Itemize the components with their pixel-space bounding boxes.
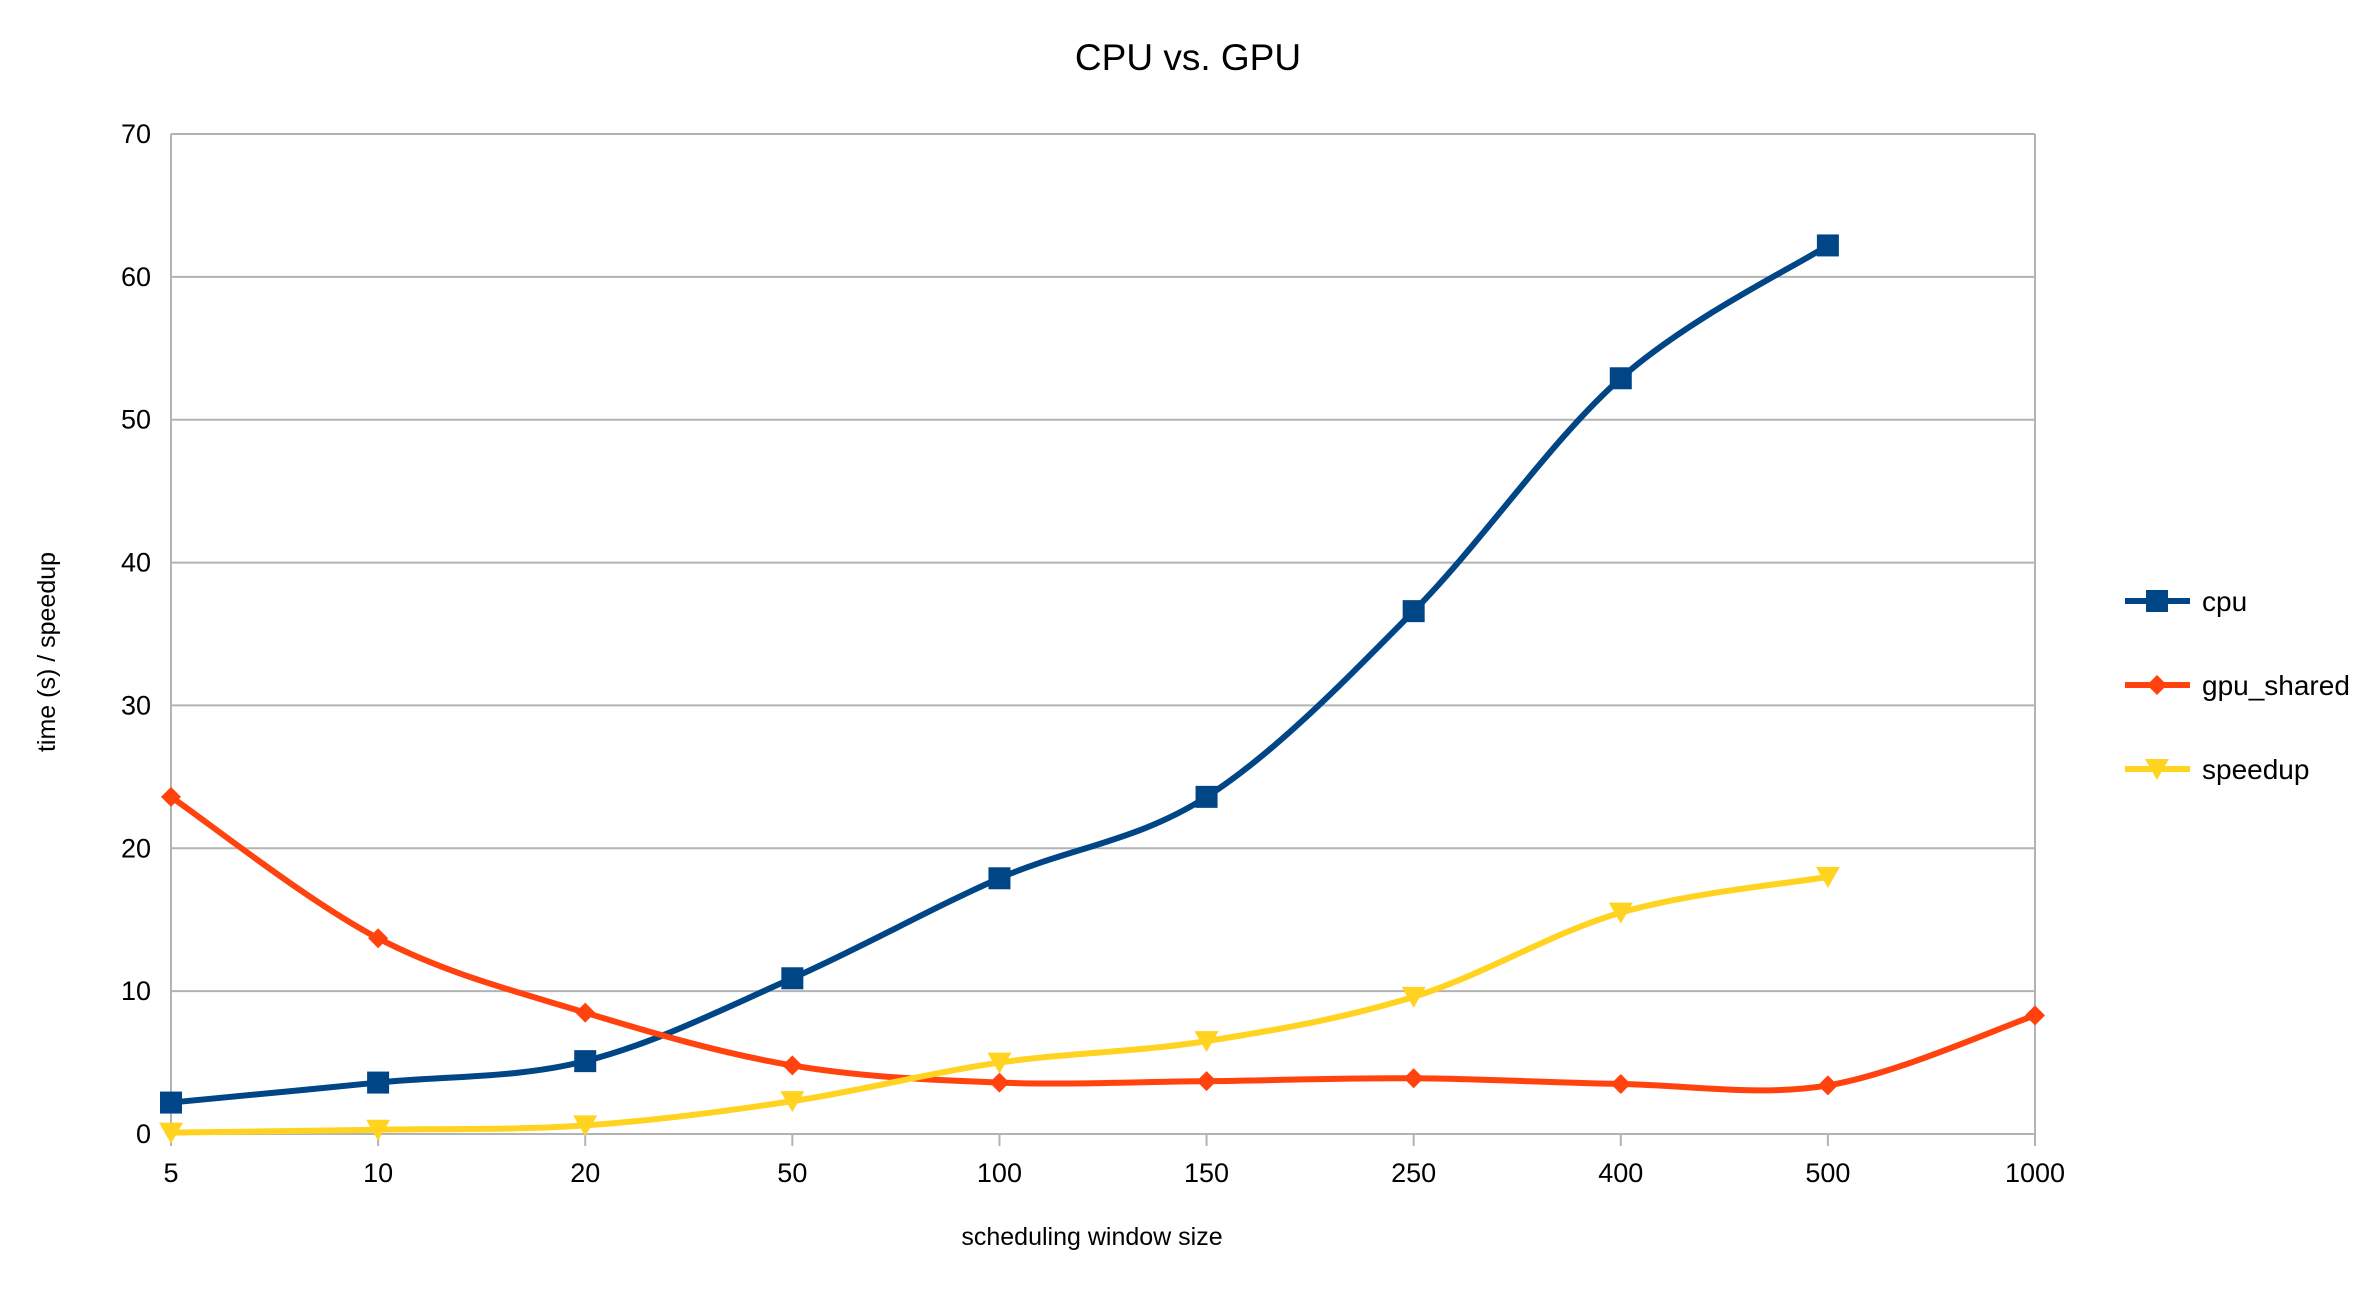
- x-tick-label: 10: [363, 1158, 393, 1188]
- data-point-cpu: [1195, 785, 1218, 808]
- x-tick-label: 150: [1184, 1158, 1229, 1188]
- y-tick-label: 70: [121, 119, 151, 149]
- chart-title: CPU vs. GPU: [1075, 37, 1301, 78]
- x-tick-label: 500: [1805, 1158, 1850, 1188]
- data-point-speedup: [1815, 866, 1840, 888]
- x-tick-label: 50: [777, 1158, 807, 1188]
- data-point-cpu: [1402, 600, 1425, 623]
- data-point-speedup: [159, 1122, 183, 1144]
- y-tick-labels: 0 10 20 30 40 50 60 70: [121, 119, 151, 1149]
- y-tick-label: 30: [121, 690, 151, 720]
- y-tick-label: 60: [121, 262, 151, 292]
- y-tick-label: 0: [136, 1119, 151, 1149]
- data-point-speedup: [573, 1115, 598, 1137]
- legend-marker-cpu: [2146, 590, 2168, 612]
- data-point-speedup: [987, 1052, 1012, 1074]
- data-point-speedup: [1194, 1031, 1219, 1053]
- legend-label-speedup: speedup: [2202, 754, 2309, 785]
- y-tick-label: 20: [121, 833, 151, 863]
- y-tick-label: 50: [121, 405, 151, 435]
- data-point-gpu_shared: [368, 928, 389, 949]
- data-point-speedup: [1608, 902, 1633, 924]
- legend-label-cpu: cpu: [2202, 586, 2247, 617]
- data-point-cpu: [1609, 367, 1632, 390]
- x-tick-label: 20: [570, 1158, 600, 1188]
- data-point-gpu_shared: [1817, 1075, 1838, 1096]
- data-point-gpu_shared: [1403, 1068, 1424, 1089]
- x-tick-label: 100: [977, 1158, 1022, 1188]
- legend-label-gpu_shared: gpu_shared: [2202, 670, 2350, 701]
- y-tick-label: 10: [121, 976, 151, 1006]
- x-tick-label: 400: [1598, 1158, 1643, 1188]
- data-point-gpu_shared: [2025, 1005, 2045, 1026]
- data-point-speedup: [1401, 986, 1426, 1008]
- series-gpu_shared: [161, 786, 2045, 1096]
- data-point-cpu: [988, 867, 1011, 890]
- y-axis-label: time (s) / speedup: [33, 552, 61, 752]
- x-tick-label: 5: [163, 1158, 178, 1188]
- data-point-gpu_shared: [782, 1055, 803, 1076]
- x-tick-labels: 5 10 20 50 100 150 250 400 500 1000: [163, 1158, 2065, 1188]
- data-point-gpu_shared: [1610, 1074, 1631, 1094]
- series-group: [159, 234, 2045, 1144]
- data-point-cpu: [1816, 234, 1839, 257]
- x-axis-label: scheduling window size: [961, 1223, 1222, 1251]
- data-point-cpu: [781, 967, 804, 990]
- series-line-cpu: [168, 242, 1831, 1106]
- data-point-gpu_shared: [161, 786, 181, 807]
- legend-marker-gpu_shared: [2147, 675, 2167, 695]
- x-tick-label: 1000: [2005, 1158, 2065, 1188]
- series-line-speedup: [168, 873, 1831, 1136]
- series-cpu: [160, 234, 1839, 1114]
- data-point-speedup: [780, 1091, 805, 1113]
- data-point-gpu_shared: [575, 1002, 596, 1023]
- series-line-gpu_shared: [168, 793, 2038, 1094]
- legend-marker-speedup: [2145, 759, 2169, 780]
- data-point-cpu: [160, 1091, 182, 1114]
- data-point-cpu: [574, 1050, 597, 1073]
- data-point-cpu: [367, 1071, 390, 1094]
- data-point-speedup: [366, 1119, 391, 1141]
- y-tick-label: 40: [121, 548, 151, 578]
- x-tick-label: 250: [1391, 1158, 1436, 1188]
- grid-lines: [171, 133, 2035, 993]
- data-point-gpu_shared: [1196, 1071, 1217, 1092]
- series-speedup: [159, 866, 1840, 1144]
- data-point-gpu_shared: [989, 1072, 1010, 1093]
